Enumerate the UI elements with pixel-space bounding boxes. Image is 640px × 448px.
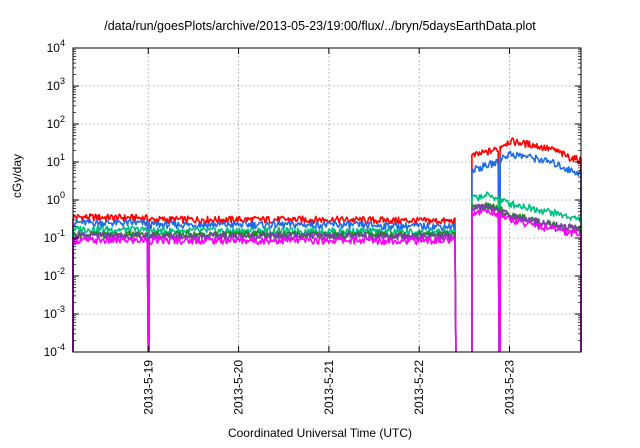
series-line-6 [72,208,582,353]
y-tick-label: 103 [47,76,65,93]
x-axis-label: Coordinated Universal Time (UTC) [228,426,412,440]
x-tick-label: 2013-5-23 [503,360,517,415]
y-tick-label: 104 [47,38,65,55]
y-tick-label: 101 [47,152,65,169]
series-line-2 [72,150,582,353]
x-tick-label: 2013-5-21 [322,360,336,415]
x-tick-label: 2013-5-19 [141,360,155,415]
x-tick-label: 2013-5-20 [232,360,246,415]
series-line-1 [72,137,582,353]
axis-ticks: 10-4 10-3 10-2 10-1 100 101 102 103 104 2013-5-19… [44,38,581,415]
series-layer [72,137,582,353]
y-tick-label: 10-1 [44,228,65,245]
y-tick-label: 100 [47,190,65,207]
y-tick-label: 10-2 [44,266,65,283]
y-tick-label: 102 [47,114,65,131]
chart-title: /data/run/goesPlots/archive/2013-05-23/1… [104,19,536,33]
y-axis-label: cGy/day [10,154,24,198]
y-tick-label: 10-3 [44,304,65,321]
x-tick-label: 2013-5-22 [412,360,426,415]
y-tick-label: 10-4 [44,342,65,359]
